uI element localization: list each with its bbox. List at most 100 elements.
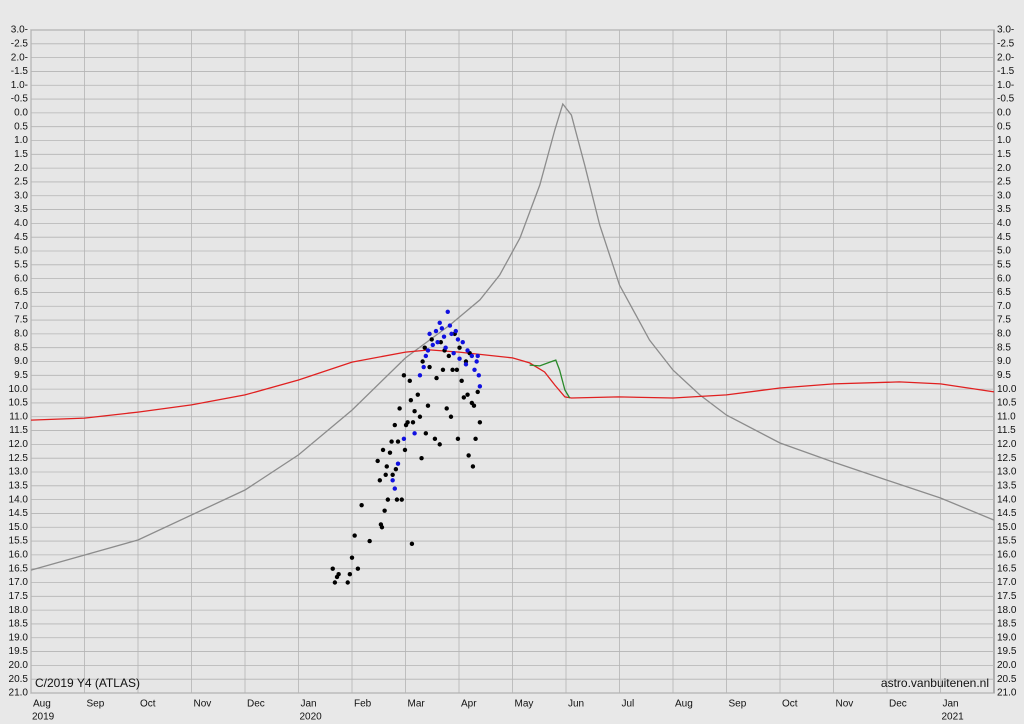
- y2-tick-label: 13.0: [997, 467, 1017, 478]
- observation: [367, 538, 372, 544]
- y2-tick-label: 18.0: [997, 605, 1017, 616]
- observation: [437, 442, 442, 447]
- observation: [423, 353, 429, 359]
- y-tick-label: 19.0: [9, 632, 29, 643]
- y-tick-label: 15.5: [9, 536, 29, 547]
- y-tick-label: 14.0: [9, 494, 29, 505]
- y2-tick-label: 10.5: [997, 398, 1017, 409]
- y2-tick-label: -0.5: [997, 94, 1015, 105]
- observation: [347, 572, 353, 577]
- x-tick-label: Sep: [87, 699, 105, 710]
- observation: [450, 367, 455, 372]
- y-tick-label: 18.0: [9, 605, 29, 616]
- observation: [477, 384, 483, 389]
- observation: [382, 508, 387, 513]
- y2-tick-label: 1.5: [997, 149, 1011, 160]
- observation: [384, 464, 389, 469]
- y2-tick-label: 12.0: [997, 439, 1017, 450]
- observation: [445, 309, 450, 314]
- observation: [387, 450, 393, 455]
- y2-tick-label: 15.5: [997, 536, 1017, 547]
- y2-tick-label: 14.5: [997, 508, 1017, 519]
- observation: [448, 414, 454, 419]
- y-tick-label: 12.5: [9, 453, 29, 464]
- observation: [425, 348, 431, 353]
- y2-tick-label: 4.5: [997, 232, 1011, 243]
- observation: [401, 436, 407, 442]
- observation: [465, 392, 470, 397]
- x-tick-label: Apr: [461, 699, 477, 710]
- chart-title: C/2019 Y4 (ATLAS): [35, 676, 140, 690]
- y-tick-label: 8.0: [14, 329, 28, 340]
- observation: [434, 375, 439, 381]
- observation: [472, 367, 477, 372]
- y-tick-label: 0.0: [14, 108, 28, 119]
- observation: [412, 409, 417, 414]
- observation: [408, 397, 414, 403]
- x-tick-label: Dec: [889, 699, 907, 710]
- y2-tick-label: 4.0: [997, 218, 1011, 229]
- y2-tick-label: 3.5: [997, 204, 1011, 215]
- observation: [471, 403, 477, 408]
- observation: [405, 420, 410, 425]
- y2-tick-label: 17.5: [997, 591, 1017, 602]
- observation: [412, 431, 417, 436]
- y2-tick-label: 15.0: [997, 522, 1017, 533]
- y2-tick-label: 16.5: [997, 563, 1017, 574]
- y-tick-label: 17.5: [9, 591, 29, 602]
- observation: [425, 403, 431, 408]
- observation: [446, 353, 452, 359]
- observation: [395, 439, 401, 444]
- y2-tick-label: 20.0: [997, 660, 1017, 671]
- observation: [379, 525, 385, 530]
- y-tick-label: 3.0: [14, 190, 28, 201]
- y2-tick-label: 7.5: [997, 315, 1011, 326]
- y-tick-label: 6.5: [14, 287, 28, 298]
- observation: [419, 455, 424, 461]
- observation: [427, 364, 432, 370]
- y-tick-label: 11.0: [9, 411, 28, 422]
- y-tick-label: 0.5: [14, 121, 28, 132]
- observation: [336, 572, 341, 577]
- observation: [465, 348, 470, 353]
- y-tick-label: 1.5: [14, 149, 28, 160]
- x-tick-label: Nov: [194, 699, 212, 710]
- marks: [30, 102, 995, 585]
- y-tick-label: -0.5: [11, 94, 29, 105]
- y2-tick-label: 10.0: [997, 384, 1017, 395]
- observation: [457, 345, 462, 350]
- y-tick-label: 17.0: [9, 577, 29, 588]
- y2-tick-label: 9.0: [997, 356, 1011, 367]
- year-label: 2021: [942, 712, 965, 723]
- y-tick-label: 13.5: [9, 480, 29, 491]
- y2-tick-label: 21.0: [997, 688, 1017, 699]
- x-tick-label: Nov: [836, 699, 854, 710]
- y-tick-label: 12.0: [9, 439, 29, 450]
- observation: [440, 367, 446, 372]
- x-tick-label: Feb: [354, 699, 372, 710]
- observation: [438, 339, 444, 345]
- credit: astro.vanbuitenen.nl: [881, 676, 989, 690]
- x-tick-label: Mar: [408, 699, 426, 710]
- observation: [380, 447, 386, 453]
- observation: [443, 345, 448, 350]
- y2-tick-label: 2.5: [997, 177, 1011, 188]
- observation: [401, 373, 407, 378]
- y-tick-label: 18.5: [9, 619, 29, 630]
- curve: [30, 102, 995, 571]
- y-tick-label: 20.5: [9, 674, 29, 685]
- observation: [415, 392, 421, 397]
- y-tick-label: 9.0: [14, 356, 28, 367]
- year-label: 2020: [300, 712, 323, 723]
- observation: [383, 472, 388, 477]
- observation: [432, 436, 438, 442]
- observation: [477, 420, 483, 425]
- x-tick-label: Jan: [301, 699, 317, 710]
- y-tick-label: 16.5: [9, 563, 29, 574]
- y-tick-label: 5.0: [14, 246, 28, 257]
- y-tick-label: 19.5: [9, 646, 29, 657]
- x-tick-label: Aug: [675, 699, 693, 710]
- year-label: 2019: [32, 712, 55, 723]
- observation: [409, 541, 415, 547]
